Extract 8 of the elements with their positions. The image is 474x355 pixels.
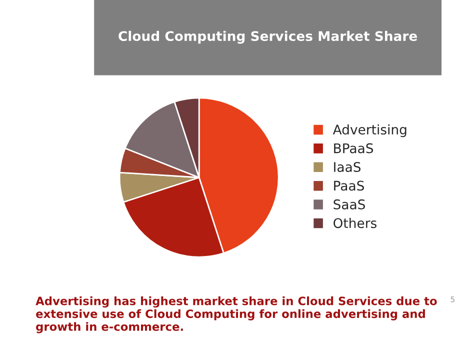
legend-label: BPaaS	[334, 143, 374, 154]
text: Advertising has highest market share in Cloud Services due to extensive use of Cloud Computing for online advertising and growth in e-commerce.	[36, 296, 437, 334]
legend-label: Advertising	[332, 124, 406, 138]
legend-label: SaaS	[334, 199, 365, 210]
legend-label: PaaS	[334, 180, 364, 191]
legend-label: IaaS	[334, 162, 361, 172]
legend-label: Others	[334, 218, 376, 228]
chart-title: Cloud Computing Services Market Share	[118, 30, 418, 44]
